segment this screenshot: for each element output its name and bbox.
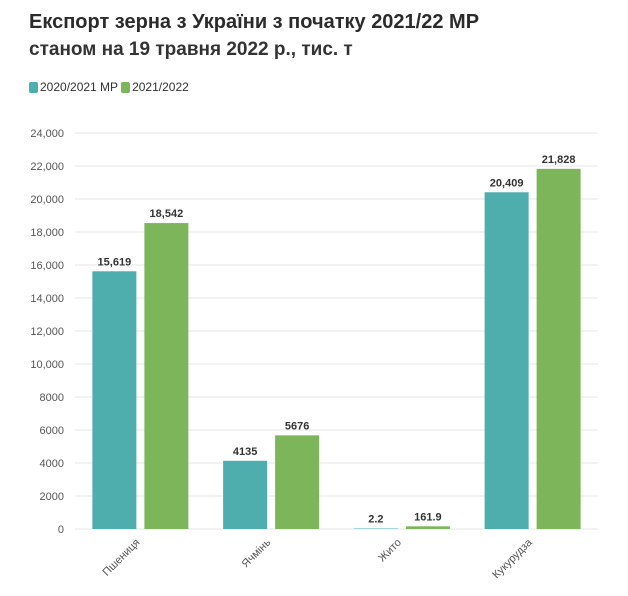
x-tick-label: Ячмінь bbox=[240, 536, 274, 570]
y-tick-label: 2000 bbox=[40, 491, 64, 503]
y-tick-label: 6000 bbox=[40, 425, 64, 437]
data-label: 20,409 bbox=[490, 177, 524, 189]
legend-item-series-2[interactable]: 2021/2022 bbox=[121, 80, 189, 94]
y-axis: 0 2000 4000 6000 8000 10,000 12,000 14,000 16,00… bbox=[30, 128, 64, 536]
bar-1-1 bbox=[92, 271, 137, 529]
chart-subtitle: станом на 19 травня 2022 р., тис. т bbox=[29, 39, 353, 60]
x-tick-label: Кукурудза bbox=[490, 536, 535, 581]
data-label: 161.9 bbox=[414, 511, 442, 523]
data-labels: 15,619 18,542 4135 5676 2.2 161.9 20,409 21,828 bbox=[98, 154, 576, 526]
bars bbox=[92, 168, 581, 529]
data-label: 18,542 bbox=[150, 208, 184, 220]
bar-2-3 bbox=[405, 526, 450, 529]
legend-label-series-1: 2020/2021 МР bbox=[40, 80, 119, 94]
data-label: 4135 bbox=[233, 446, 257, 458]
legend-item-series-1[interactable]: 2020/2021 МР bbox=[29, 80, 118, 94]
legend-label-series-2: 2021/2022 bbox=[132, 80, 189, 94]
bar-2-1 bbox=[144, 223, 189, 529]
y-tick-label: 18,000 bbox=[30, 227, 64, 239]
bar-1-2 bbox=[223, 460, 268, 529]
legend-swatch-series-2 bbox=[121, 81, 131, 93]
legend-swatch-series-1 bbox=[29, 81, 38, 93]
legend: 2020/2021 МР 2021/2022 bbox=[29, 80, 192, 94]
y-tick-label: 0 bbox=[58, 524, 64, 536]
bar-2-2 bbox=[275, 435, 320, 529]
data-label: 21,828 bbox=[542, 154, 576, 166]
chart-title: Експорт зерна з України з початку 2021/2… bbox=[29, 11, 480, 33]
y-tick-label: 10,000 bbox=[30, 359, 64, 371]
bar-1-3 bbox=[353, 528, 398, 529]
y-tick-label: 24,000 bbox=[30, 128, 64, 140]
y-tick-label: 4000 bbox=[40, 458, 64, 470]
x-axis: Пшениця Ячмінь Жито Кукурудза bbox=[101, 536, 536, 581]
x-tick-label: Жито bbox=[376, 537, 404, 565]
data-label: 2.2 bbox=[368, 514, 383, 526]
y-tick-label: 16,000 bbox=[30, 260, 64, 272]
y-tick-label: 8000 bbox=[40, 392, 64, 404]
bar-1-4 bbox=[484, 192, 529, 529]
y-tick-label: 14,000 bbox=[30, 293, 64, 305]
bar-2-4 bbox=[536, 168, 581, 529]
y-tick-label: 12,000 bbox=[30, 326, 64, 338]
y-tick-label: 22,000 bbox=[30, 161, 64, 173]
data-label: 5676 bbox=[285, 420, 309, 432]
y-tick-label: 20,000 bbox=[30, 194, 64, 206]
x-tick-label: Пшениця bbox=[101, 537, 143, 579]
data-label: 15,619 bbox=[98, 256, 132, 268]
